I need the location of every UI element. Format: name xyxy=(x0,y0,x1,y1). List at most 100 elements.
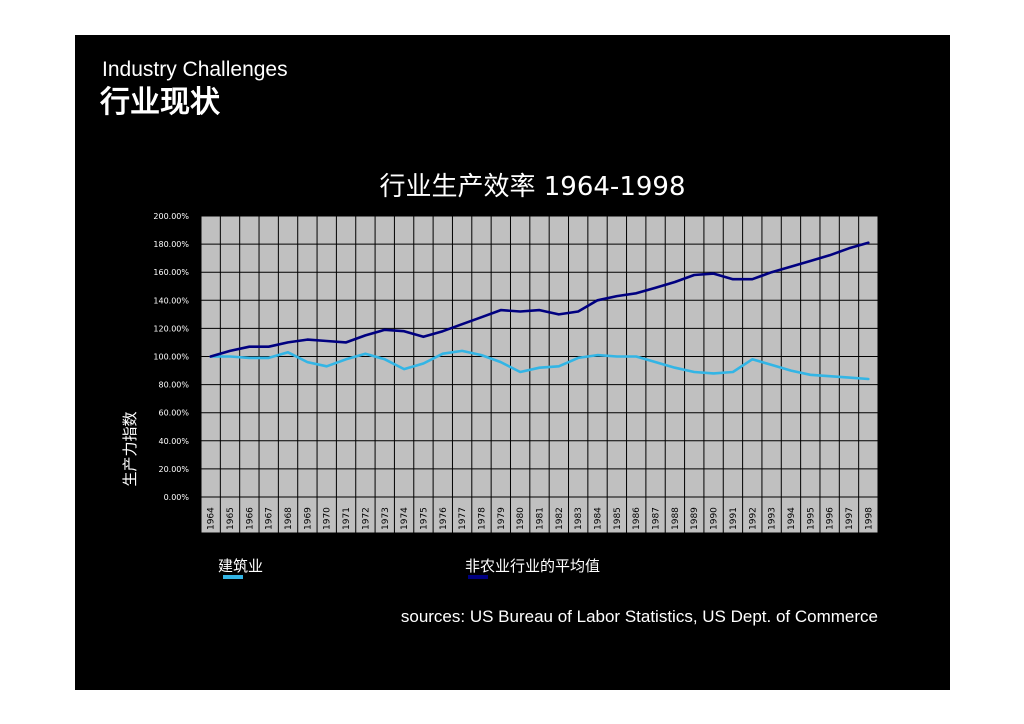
data-point-construction xyxy=(364,352,367,355)
x-tick-label: 1987 xyxy=(652,507,662,530)
data-point-construction xyxy=(557,365,560,368)
data-point-nonfarm xyxy=(383,328,386,331)
data-point-nonfarm xyxy=(287,341,289,344)
data-point-nonfarm xyxy=(790,265,792,268)
productivity-line-chart: 0.00% 20.00% 40.00% 60.00% 80.00% 100.00% 120.… xyxy=(153,212,879,534)
data-point-nonfarm xyxy=(499,309,502,312)
data-point-construction xyxy=(345,358,347,361)
x-tick-label: 1977 xyxy=(458,507,468,530)
y-axis-label: 生产力指数 xyxy=(121,411,139,487)
data-point-nonfarm xyxy=(654,286,657,289)
x-tick-label: 1989 xyxy=(690,507,700,530)
data-point-construction xyxy=(615,355,618,358)
data-point-construction xyxy=(229,355,231,358)
x-tick-label: 1982 xyxy=(555,507,565,530)
x-tick-label: 1966 xyxy=(245,507,255,530)
data-point-nonfarm xyxy=(596,299,599,302)
x-tick-label: 1991 xyxy=(729,507,739,530)
slide-subtitle: Industry Challenges xyxy=(102,58,288,81)
data-point-construction xyxy=(596,354,599,356)
data-point-construction xyxy=(577,357,580,359)
data-point-nonfarm xyxy=(712,272,715,275)
data-point-construction xyxy=(654,361,657,364)
x-tick-label: 1981 xyxy=(536,507,546,530)
x-tick-label: 1975 xyxy=(419,507,429,530)
x-tick-label: 1970 xyxy=(323,507,333,530)
x-tick-label: 1984 xyxy=(594,507,604,530)
data-point-construction xyxy=(674,366,676,369)
data-point-construction xyxy=(538,366,541,369)
slide-title: 行业现状 xyxy=(100,85,220,120)
x-tick-label: 1978 xyxy=(477,507,487,530)
x-tick-label: 1997 xyxy=(845,507,855,530)
slide: Industry Challenges 行业现状 行业生产效率 1964-199… xyxy=(75,35,950,690)
sources-note: sources: US Bureau of Labor Statistics, … xyxy=(400,607,878,626)
x-tick-label: 1980 xyxy=(516,507,526,530)
data-point-nonfarm xyxy=(732,278,734,281)
y-tick-label: 60.00% xyxy=(158,409,189,418)
data-point-nonfarm xyxy=(828,254,831,257)
x-tick-label: 1972 xyxy=(361,507,371,530)
data-point-nonfarm xyxy=(345,341,347,344)
data-point-construction xyxy=(480,354,483,356)
y-tick-label: 100.00% xyxy=(153,353,189,362)
data-point-nonfarm xyxy=(635,292,638,295)
y-tick-label: 120.00% xyxy=(153,324,189,333)
data-point-nonfarm xyxy=(267,345,270,348)
data-point-construction xyxy=(635,355,638,358)
data-point-construction xyxy=(441,352,444,355)
data-point-nonfarm xyxy=(577,310,580,313)
chart-title: 行业生产效率 1964-1998 xyxy=(379,172,686,202)
data-point-nonfarm xyxy=(364,334,367,337)
data-point-construction xyxy=(519,371,522,373)
x-tick-label: 1990 xyxy=(710,507,720,530)
data-point-construction xyxy=(867,378,870,380)
data-point-nonfarm xyxy=(306,338,309,341)
x-tick-label: 1983 xyxy=(574,507,584,530)
data-point-construction xyxy=(848,376,850,379)
data-point-construction xyxy=(770,364,773,366)
data-point-nonfarm xyxy=(867,241,870,244)
y-tick-label: 160.00% xyxy=(153,268,189,277)
data-point-nonfarm xyxy=(480,316,483,319)
x-tick-label: 1985 xyxy=(613,507,623,530)
data-point-nonfarm xyxy=(248,345,251,348)
y-tick-label: 180.00% xyxy=(153,240,189,249)
data-point-nonfarm xyxy=(422,335,425,338)
data-point-construction xyxy=(325,365,328,368)
x-tick-label: 1976 xyxy=(439,507,449,530)
legend-label-nonfarm: 非农业行业的平均值 xyxy=(465,557,601,575)
y-tick-label: 40.00% xyxy=(158,437,189,446)
data-point-construction xyxy=(248,357,251,359)
x-tick-label: 1973 xyxy=(381,507,391,530)
data-point-construction xyxy=(790,369,792,372)
data-point-nonfarm xyxy=(848,247,850,250)
y-tick-label: 20.00% xyxy=(158,465,189,474)
data-point-construction xyxy=(403,368,405,371)
x-tick-label: 1971 xyxy=(342,507,352,530)
data-point-construction xyxy=(712,372,715,375)
data-point-construction xyxy=(287,351,289,354)
data-point-construction xyxy=(267,357,270,359)
data-point-nonfarm xyxy=(229,349,231,352)
data-point-nonfarm xyxy=(615,295,618,297)
y-tick-label: 140.00% xyxy=(153,296,189,305)
data-point-nonfarm xyxy=(751,278,754,281)
data-point-construction xyxy=(809,373,812,376)
x-tick-label: 1993 xyxy=(768,507,778,530)
x-axis-band xyxy=(200,496,879,534)
x-tick-label: 1995 xyxy=(806,507,816,530)
data-point-nonfarm xyxy=(519,310,522,313)
legend-label-construction: 建筑业 xyxy=(218,557,264,575)
data-point-nonfarm xyxy=(674,281,676,283)
x-tick-label: 1969 xyxy=(303,507,313,530)
data-point-nonfarm xyxy=(325,340,328,342)
x-tick-label: 1974 xyxy=(400,507,410,530)
x-tick-label: 1986 xyxy=(632,507,642,530)
x-tick-label: 1992 xyxy=(748,507,758,530)
x-tick-label: 1994 xyxy=(787,507,797,530)
data-point-construction xyxy=(306,361,309,364)
data-point-nonfarm xyxy=(209,355,212,358)
data-point-construction xyxy=(422,362,425,365)
x-tick-label: 1968 xyxy=(284,507,294,530)
